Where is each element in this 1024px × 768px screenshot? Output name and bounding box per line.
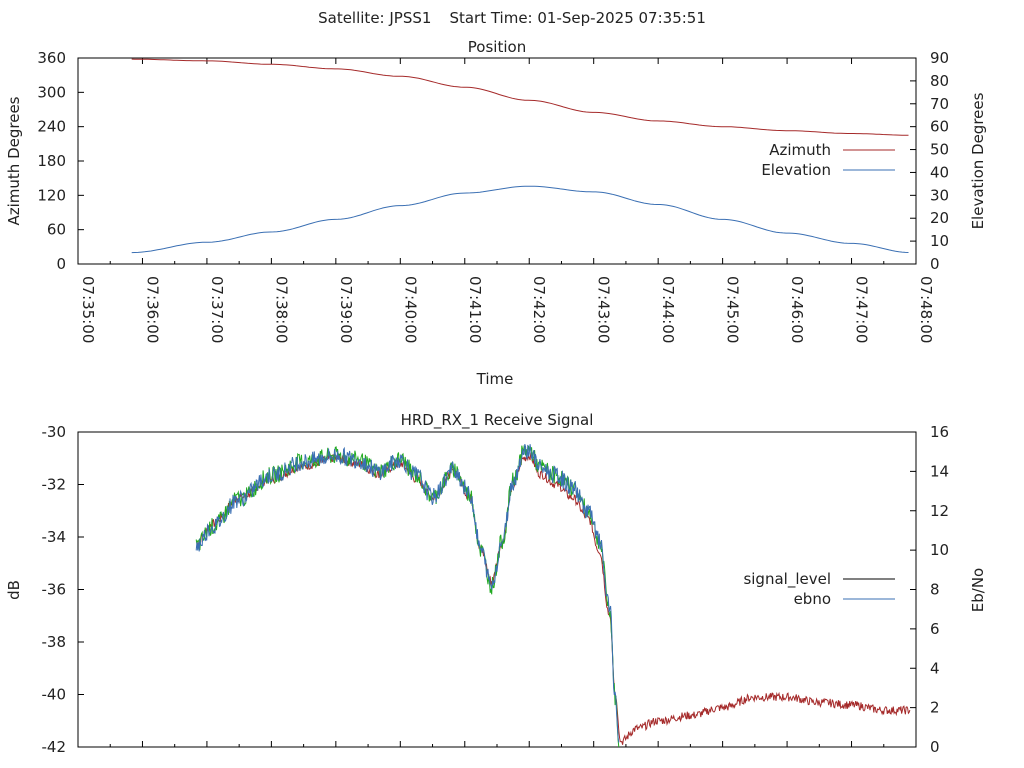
signal-plot: HRD_RX_1 Receive Signal dB Eb/No -42-40-… <box>5 411 987 756</box>
position-xtick-label: 07:38:00 <box>272 276 290 343</box>
position-y2tick-label: 70 <box>930 95 949 113</box>
position-xtick-label: 07:37:00 <box>208 276 226 343</box>
position-ytick-label: 360 <box>37 49 66 67</box>
position-y2tick-label: 10 <box>930 232 949 250</box>
signal-ytick-label: -42 <box>42 738 67 756</box>
position-xtick-label: 07:46:00 <box>788 276 806 343</box>
position-y2tick-label: 0 <box>930 255 940 273</box>
signal-ytick-label: -34 <box>42 528 67 546</box>
series-line-azimuth <box>131 58 909 136</box>
position-y2tick-label: 30 <box>930 186 949 204</box>
position-ytick-label: 300 <box>37 83 66 101</box>
series-line-ebno-green <box>195 444 620 748</box>
signal-y2tick-label: 2 <box>930 699 940 717</box>
position-title: Position <box>468 38 526 56</box>
position-y2tick-label: 90 <box>930 49 949 67</box>
position-xlabel: Time <box>476 370 514 388</box>
position-ytick-label: 0 <box>56 255 66 273</box>
position-y2tick-label: 60 <box>930 118 949 136</box>
signal-series <box>195 444 911 748</box>
position-ticks: 0 60 120 180 240 300 360 0 10 20 30 40 50 60 70 80 90 07:… <box>37 49 949 343</box>
position-xtick-label: 07:39:00 <box>337 276 355 343</box>
satellite-label: Satellite: JPSS1 <box>318 9 431 27</box>
position-y2tick-label: 50 <box>930 141 949 159</box>
signal-y2tick-label: 8 <box>930 581 940 599</box>
signal-ytick-label: -38 <box>42 633 67 651</box>
legend-label-ebno: ebno <box>794 590 831 608</box>
position-y2tick-label: 40 <box>930 163 949 181</box>
signal-y2tick-label: 4 <box>930 659 940 677</box>
signal-y2tick-label: 14 <box>930 462 949 480</box>
series-line-ebno <box>195 444 620 743</box>
signal-ytick-label: -36 <box>42 581 67 599</box>
position-xtick-label: 07:35:00 <box>79 276 97 343</box>
signal-plot-frame <box>77 431 917 748</box>
signal-ylabel: dB <box>5 580 23 600</box>
signal-y2tick-label: 6 <box>930 620 940 638</box>
signal-ticks: -42 -40 -38 -36 -34 -32 -30 0 2 4 6 8 10 12 14 16 <box>42 423 950 756</box>
position-xtick-label: 07:40:00 <box>401 276 419 343</box>
series-line-elevation <box>131 185 909 254</box>
position-ytick-label: 240 <box>37 118 66 136</box>
position-ytick-label: 120 <box>37 186 66 204</box>
position-xtick-label: 07:43:00 <box>595 276 613 343</box>
position-series <box>131 58 909 254</box>
signal-ytick-label: -30 <box>42 423 67 441</box>
legend-label-elevation: Elevation <box>761 161 831 179</box>
signal-y2tick-label: 16 <box>930 423 949 441</box>
signal-y2tick-label: 12 <box>930 502 949 520</box>
signal-ytick-label: -32 <box>42 476 67 494</box>
chart-header: Satellite: JPSS1 Start Time: 01-Sep-2025 … <box>318 9 706 27</box>
position-y2tick-label: 20 <box>930 209 949 227</box>
position-ytick-label: 60 <box>47 221 66 239</box>
position-xtick-label: 07:48:00 <box>917 276 935 343</box>
position-xtick-label: 07:36:00 <box>143 276 161 343</box>
position-xtick-label: 07:44:00 <box>659 276 677 343</box>
position-xtick-label: 07:47:00 <box>853 276 871 343</box>
position-xtick-label: 07:45:00 <box>724 276 742 343</box>
start-time-label: Start Time: 01-Sep-2025 07:35:51 <box>449 9 705 27</box>
signal-y2tick-label: 10 <box>930 541 949 559</box>
legend-label-signal-level: signal_level <box>743 570 831 589</box>
position-legend: Azimuth Elevation <box>761 141 895 179</box>
signal-title: HRD_RX_1 Receive Signal <box>401 411 594 430</box>
position-ylabel: Azimuth Degrees <box>5 96 23 225</box>
position-xtick-label: 07:42:00 <box>530 276 548 343</box>
signal-ytick-label: -40 <box>42 686 67 704</box>
position-y2label: Elevation Degrees <box>969 92 987 229</box>
position-plot: Position Azimuth Degrees Elevation Degre… <box>5 38 987 388</box>
position-y2tick-label: 80 <box>930 72 949 90</box>
legend-label-azimuth: Azimuth <box>769 141 831 159</box>
position-ytick-label: 180 <box>37 152 66 170</box>
signal-y2tick-label: 0 <box>930 738 940 756</box>
signal-y2label: Eb/No <box>969 568 987 612</box>
position-xtick-label: 07:41:00 <box>466 276 484 343</box>
